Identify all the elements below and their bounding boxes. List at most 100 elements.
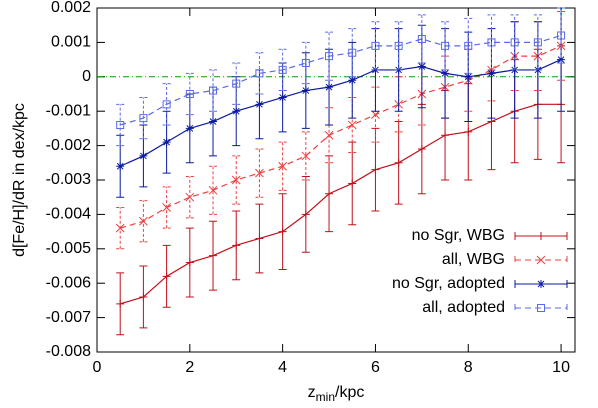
- marker: [185, 258, 194, 267]
- y-tick-label: -0.007: [46, 309, 91, 326]
- legend-marker: [537, 280, 545, 288]
- marker: [325, 52, 334, 61]
- x-tick-label: 10: [552, 359, 570, 376]
- error-bar: [255, 52, 264, 95]
- error-bar: [301, 131, 310, 181]
- marker: [371, 110, 380, 119]
- marker: [441, 69, 450, 78]
- x-label-sub: min: [316, 390, 335, 404]
- marker: [371, 41, 380, 50]
- error-bar: [533, 14, 542, 71]
- marker: [255, 234, 264, 243]
- marker: [115, 223, 125, 233]
- marker: [301, 210, 310, 219]
- error-bar: [301, 41, 310, 85]
- marker: [139, 216, 148, 226]
- marker: [232, 241, 241, 250]
- marker: [116, 162, 125, 171]
- error-bar: [557, 7, 566, 64]
- y-tick-label: -0.001: [46, 102, 91, 119]
- legend-swatch: [514, 304, 568, 312]
- marker: [487, 117, 496, 126]
- x-label-main: z: [308, 384, 316, 401]
- marker: [278, 227, 287, 236]
- marker: [208, 185, 218, 195]
- marker: [348, 76, 357, 85]
- y-tick-label: 0.002: [51, 0, 91, 16]
- marker: [301, 151, 311, 161]
- marker: [301, 86, 310, 95]
- legend-marker: [537, 232, 545, 240]
- error-bar: [394, 21, 403, 71]
- error-bar: [232, 155, 241, 205]
- marker: [348, 48, 357, 57]
- error-bar: [139, 96, 148, 140]
- x-tick-label: 2: [185, 359, 194, 376]
- x-tick-label: 6: [371, 359, 380, 376]
- marker: [510, 38, 519, 47]
- marker: [487, 69, 496, 78]
- error-bar: [209, 165, 218, 215]
- x-tick-label: 8: [464, 359, 473, 376]
- y-axis-label: d[Fe/H]/dR in dex/kpc: [11, 103, 28, 257]
- marker: [278, 161, 287, 171]
- marker: [325, 189, 334, 198]
- x-tick-label: 4: [278, 359, 287, 376]
- error-bar: [278, 141, 287, 191]
- error-bar: [185, 72, 194, 116]
- marker: [255, 168, 264, 178]
- marker: [557, 55, 566, 64]
- error-bar: [162, 83, 171, 126]
- legend-label: all, WBG: [442, 251, 505, 268]
- marker: [487, 38, 496, 47]
- marker: [394, 158, 403, 167]
- marker: [347, 120, 357, 130]
- error-bar: [255, 148, 264, 198]
- y-tick-label: 0.001: [51, 34, 91, 51]
- error-bar: [487, 14, 496, 71]
- marker: [464, 72, 473, 81]
- error-bar: [116, 103, 125, 147]
- legend-label: no Sgr, WBG: [412, 227, 505, 244]
- y-tick-label: -0.005: [46, 240, 91, 257]
- marker: [464, 127, 473, 136]
- series-line: [120, 103, 562, 305]
- marker: [232, 107, 241, 116]
- series-line: [120, 34, 562, 126]
- marker: [185, 124, 194, 133]
- x-label-rest: /kpc: [335, 384, 364, 401]
- marker: [139, 114, 148, 123]
- error-bar: [371, 21, 380, 71]
- marker: [278, 93, 287, 102]
- series-line: [119, 59, 562, 167]
- legend-marker: [536, 255, 546, 265]
- marker: [231, 175, 241, 185]
- marker: [394, 41, 403, 50]
- marker: [417, 62, 426, 71]
- marker: [116, 299, 125, 308]
- marker: [255, 100, 264, 109]
- y-tick-label: -0.002: [46, 137, 91, 154]
- y-tick-label: 0: [82, 68, 91, 85]
- marker: [325, 83, 334, 92]
- marker: [162, 100, 171, 109]
- marker: [417, 34, 426, 43]
- plot-frame: [96, 7, 576, 353]
- marker: [348, 179, 357, 188]
- error-bar: [325, 31, 334, 81]
- series-line: [120, 45, 562, 229]
- marker: [301, 59, 310, 68]
- error-bar: [417, 14, 426, 64]
- marker: [209, 86, 218, 95]
- legend-label: no Sgr, adopted: [392, 275, 505, 292]
- error-bar: [464, 17, 473, 74]
- marker: [441, 131, 450, 140]
- legend-label: all, adopted: [422, 299, 505, 316]
- error-bar: [348, 28, 357, 78]
- marker: [209, 251, 218, 260]
- marker: [441, 41, 450, 50]
- marker: [278, 65, 287, 74]
- marker: [232, 79, 241, 88]
- legend-marker: [537, 304, 545, 312]
